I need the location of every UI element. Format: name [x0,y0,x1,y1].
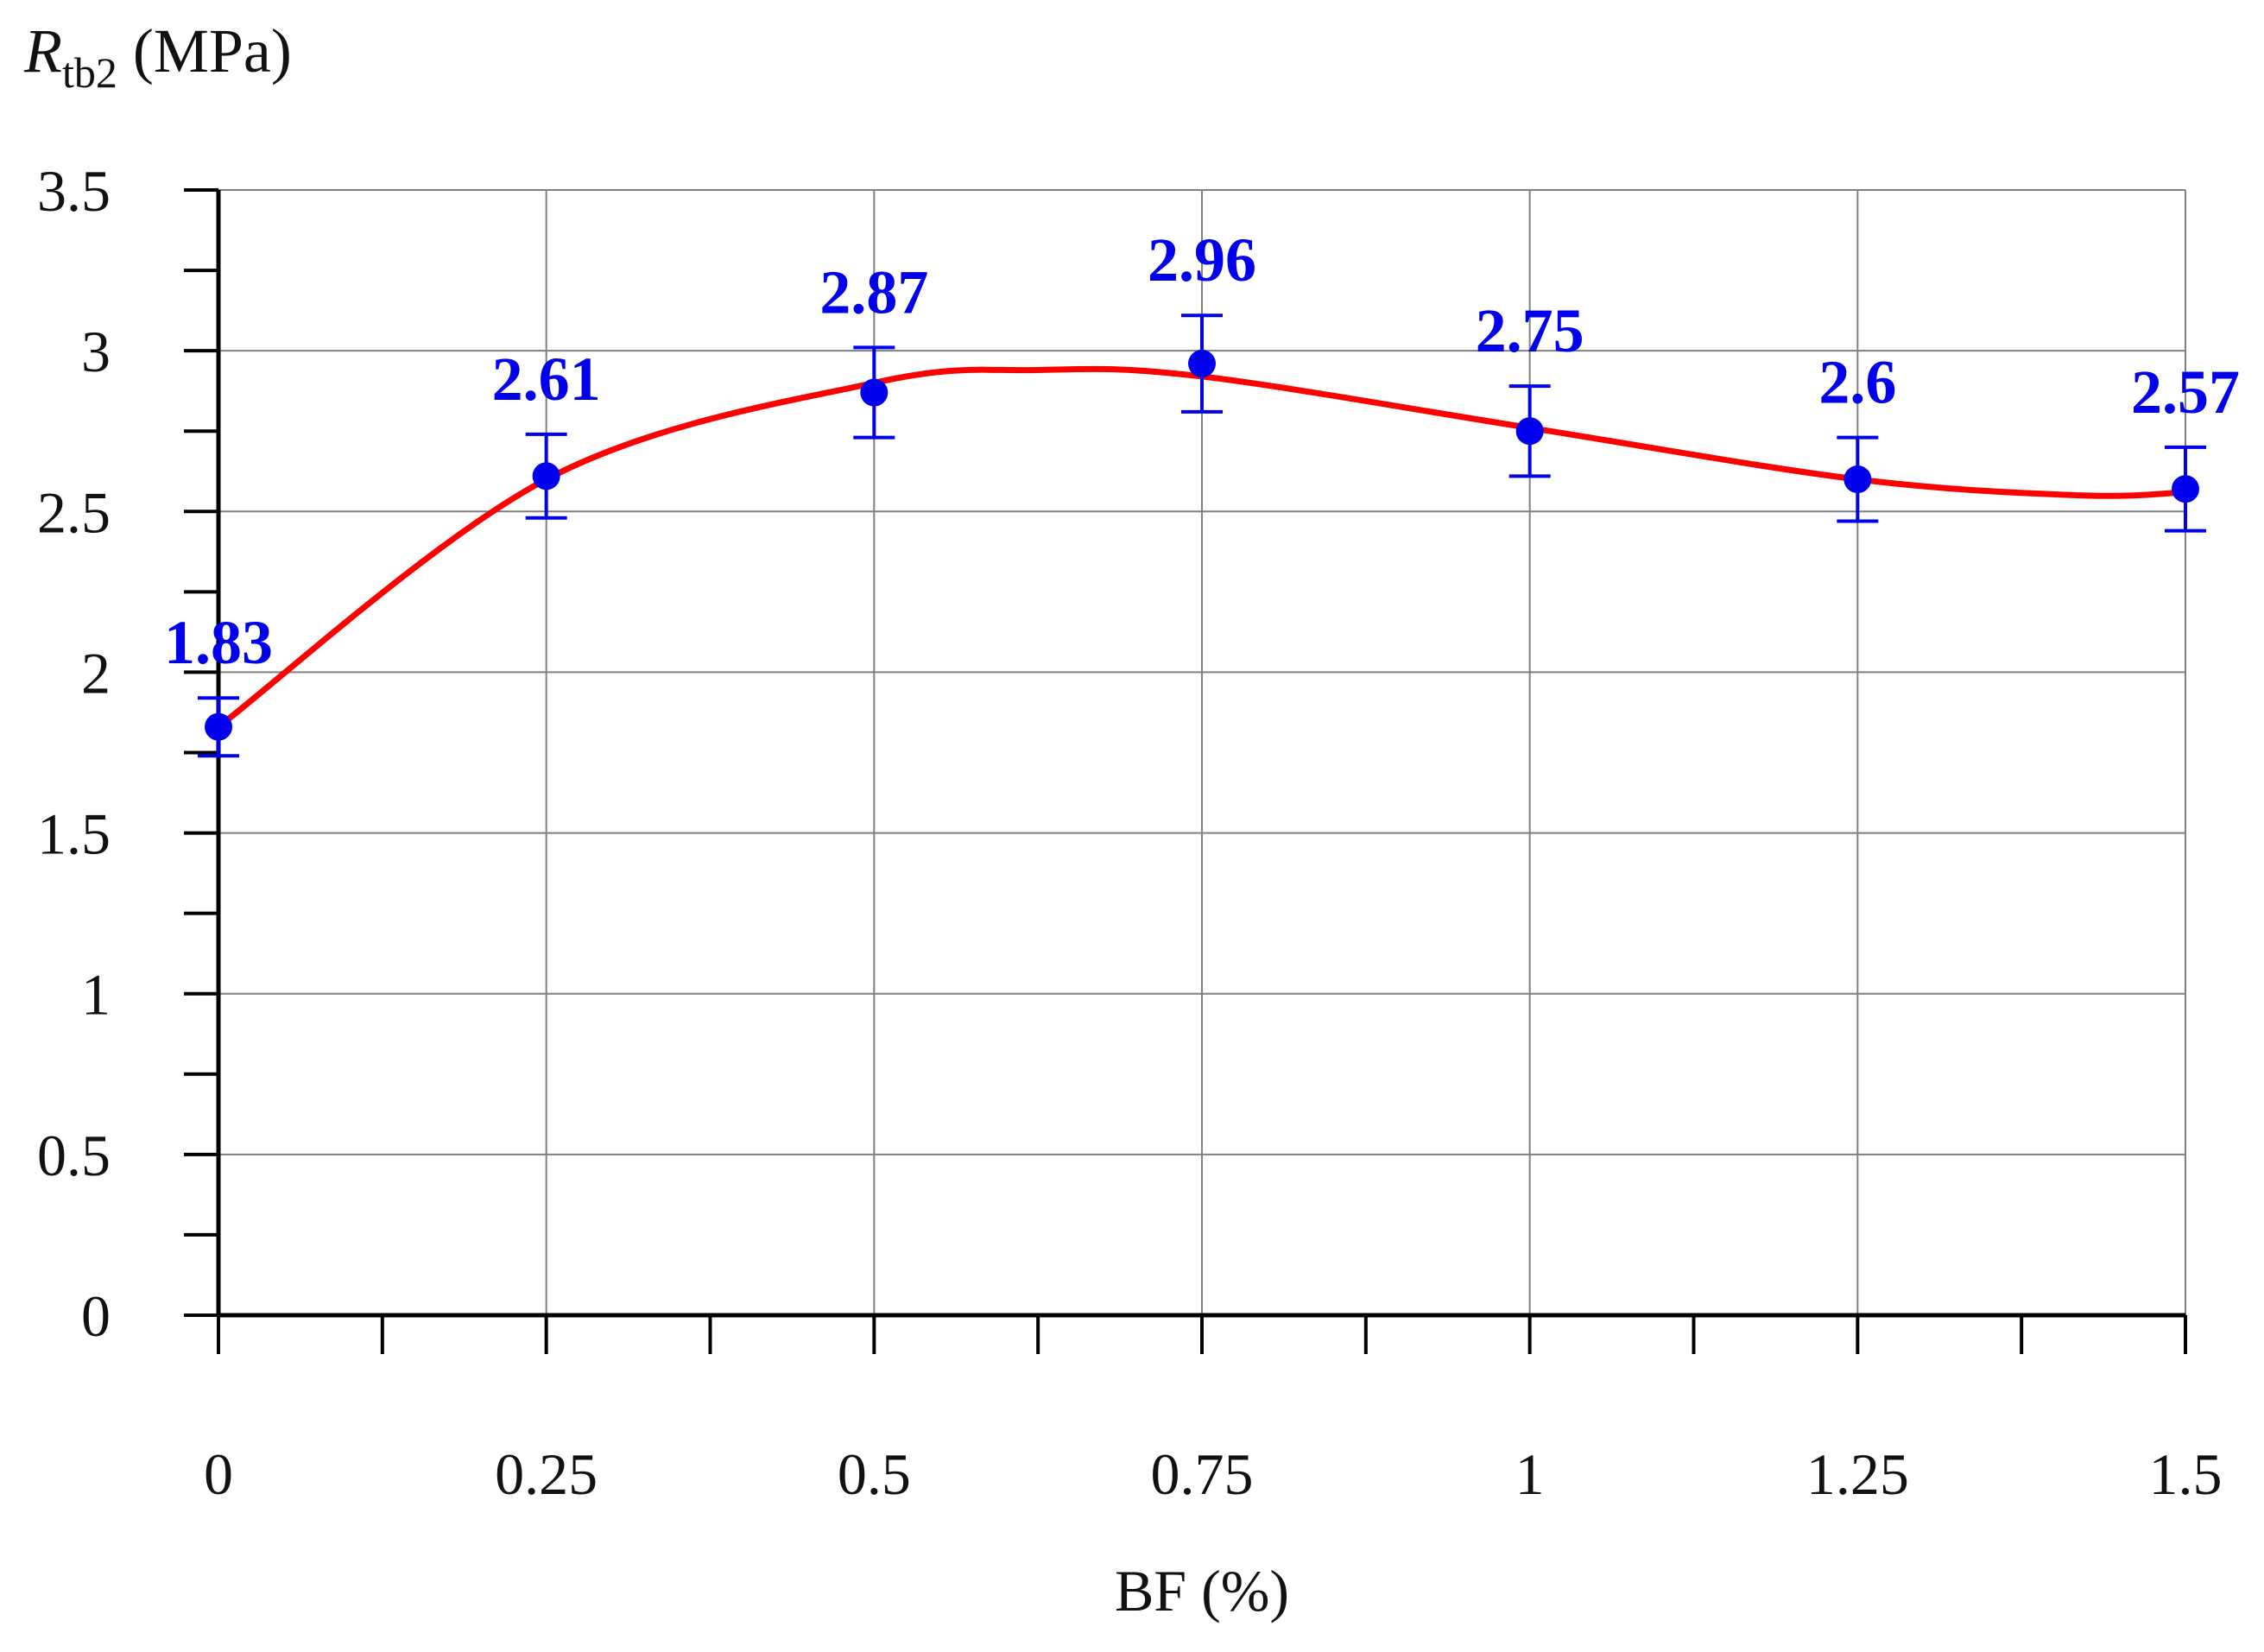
y-tick-label: 2 [81,640,111,706]
y-axis-symbol: R [24,16,62,85]
data-points [198,313,2206,758]
data-label: 1.83 [164,608,273,677]
data-label: 2.96 [1148,225,1256,294]
x-tick-label: 1 [1515,1441,1545,1507]
y-tick-label: 2.5 [37,479,111,545]
x-tick-label: 0.75 [1151,1441,1254,1507]
data-point [1843,465,1872,494]
y-tick-label: 3.5 [37,158,111,224]
data-label: 2.75 [1476,296,1584,365]
x-tick-label: 0.25 [495,1441,598,1507]
y-tick-label: 3 [81,319,111,384]
y-axis-title: Rtb2 (MPa) [24,16,292,98]
x-tick-label: 0.5 [838,1441,911,1507]
data-point [2172,475,2199,503]
y-tick-label: 0.5 [37,1123,111,1188]
tick-labels: 0 0.5 1 1.5 2 2.5 3 3.5 0 0.25 0.5 0.75 1 1.25 1.5 [37,158,2223,1507]
x-axis-title: BF (%) [1115,1558,1289,1624]
y-axis-subscript: tb2 [61,48,117,97]
y-tick-label: 0 [81,1283,111,1349]
x-tick-label: 1.25 [1806,1441,1909,1507]
data-point [1188,350,1216,378]
y-axis-unit: (MPa) [117,16,292,85]
data-label: 2.6 [1818,348,1896,417]
y-tick-label: 1 [81,962,111,1028]
data-point [532,462,560,491]
x-tick-label: 0 [204,1441,233,1507]
data-point [205,712,232,741]
data-point [860,378,889,407]
data-label: 2.57 [2131,358,2240,427]
data-point [1515,417,1544,446]
y-tick-label: 1.5 [37,801,111,867]
data-labels: 1.83 2.61 2.87 2.96 2.75 2.6 2.57 [164,225,2240,677]
x-tick-label: 1.5 [2149,1441,2223,1507]
data-label: 2.87 [819,257,928,326]
data-label: 2.61 [492,345,601,414]
